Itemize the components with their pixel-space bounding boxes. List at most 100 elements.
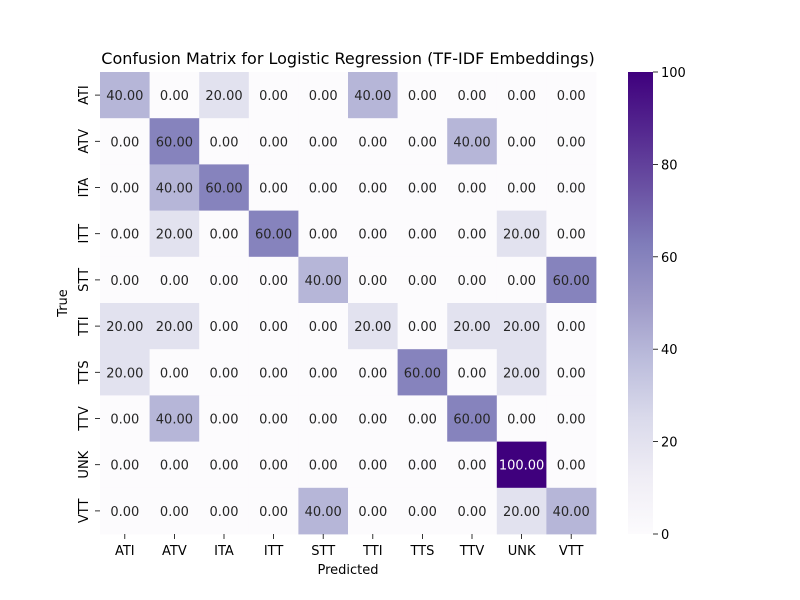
cell-value-label: 0.00 bbox=[259, 366, 288, 381]
heatmap-cell bbox=[149, 441, 200, 489]
colorbar-tick-label: 80 bbox=[661, 158, 678, 173]
heatmap-cell bbox=[199, 118, 250, 165]
x-tick-label: ITA bbox=[214, 544, 234, 559]
heatmap-cell bbox=[348, 349, 398, 396]
heatmap-cell bbox=[100, 441, 150, 489]
heatmap-cell bbox=[100, 164, 150, 211]
cell-value-label: 0.00 bbox=[557, 320, 586, 335]
cell-value-label: 0.00 bbox=[507, 413, 536, 428]
y-tick-label: ITT bbox=[77, 224, 92, 244]
cell-value-label: 0.00 bbox=[210, 366, 239, 381]
heatmap-cell bbox=[348, 210, 398, 258]
cell-value-label: 40.00 bbox=[305, 505, 342, 520]
heatmap-cell bbox=[496, 256, 547, 304]
cell-value-label: 0.00 bbox=[507, 89, 536, 104]
colorbar-tick-label: 20 bbox=[661, 436, 678, 451]
cell-value-label: 20.00 bbox=[453, 320, 490, 335]
cell-value-label: 60.00 bbox=[453, 413, 490, 428]
heatmap-cell bbox=[149, 118, 200, 165]
heatmap-cell bbox=[248, 210, 299, 258]
heatmap-cell bbox=[149, 72, 200, 119]
cell-value-label: 0.00 bbox=[210, 459, 239, 474]
cell-value-label: 0.00 bbox=[358, 366, 387, 381]
heatmap-cell bbox=[397, 210, 448, 258]
cell-value-label: 0.00 bbox=[458, 89, 487, 104]
cell-value-label: 20.00 bbox=[503, 366, 540, 381]
cell-value-label: 0.00 bbox=[259, 320, 288, 335]
cell-value-label: 0.00 bbox=[259, 89, 288, 104]
heatmap-cell bbox=[248, 164, 299, 211]
heatmap-cell bbox=[348, 441, 398, 489]
heatmap-cell bbox=[348, 487, 398, 535]
cell-value-label: 0.00 bbox=[259, 505, 288, 520]
heatmap-cell bbox=[149, 303, 200, 350]
cell-value-label: 0.00 bbox=[160, 459, 189, 474]
heatmap-cell bbox=[546, 487, 597, 535]
heatmap-cell bbox=[298, 72, 349, 119]
cell-value-label: 0.00 bbox=[160, 366, 189, 381]
cell-value-label: 0.00 bbox=[458, 366, 487, 381]
cell-value-label: 0.00 bbox=[110, 182, 139, 197]
x-tick-label: TTI bbox=[362, 544, 383, 559]
cell-value-label: 0.00 bbox=[557, 182, 586, 197]
cell-value-label: 20.00 bbox=[156, 320, 193, 335]
y-tick-label: STT bbox=[77, 268, 92, 292]
heatmap-cell bbox=[100, 303, 150, 350]
cell-value-label: 20.00 bbox=[106, 320, 143, 335]
heatmap-cell bbox=[546, 164, 597, 211]
heatmap-cell bbox=[298, 210, 349, 258]
cell-value-label: 40.00 bbox=[553, 505, 590, 520]
cell-value-label: 0.00 bbox=[309, 366, 338, 381]
cell-value-label: 0.00 bbox=[210, 274, 239, 289]
heatmap-cell bbox=[149, 210, 200, 258]
heatmap-cell bbox=[248, 487, 299, 535]
chart-title: Confusion Matrix for Logistic Regression… bbox=[101, 49, 594, 68]
heatmap-cell bbox=[496, 441, 547, 489]
cell-value-label: 0.00 bbox=[557, 413, 586, 428]
cell-value-label: 0.00 bbox=[458, 505, 487, 520]
cell-value-label: 0.00 bbox=[110, 274, 139, 289]
cell-value-label: 0.00 bbox=[507, 182, 536, 197]
y-axis-label: True bbox=[56, 289, 71, 318]
cell-value-label: 20.00 bbox=[106, 366, 143, 381]
cell-value-label: 0.00 bbox=[408, 459, 437, 474]
cell-value-label: 0.00 bbox=[259, 459, 288, 474]
cell-value-label: 0.00 bbox=[408, 505, 437, 520]
cell-value-label: 0.00 bbox=[408, 274, 437, 289]
cell-value-label: 0.00 bbox=[358, 182, 387, 197]
colorbar-tick-label: 0 bbox=[661, 528, 669, 543]
heatmap-cell bbox=[248, 441, 299, 489]
x-axis-label: Predicted bbox=[317, 563, 378, 578]
x-tick-label: TTV bbox=[459, 544, 485, 559]
heatmap-cell bbox=[546, 395, 597, 442]
cell-value-label: 60.00 bbox=[205, 182, 242, 197]
heatmap-cell bbox=[248, 395, 299, 442]
heatmap-cell bbox=[496, 72, 547, 119]
cell-value-label: 0.00 bbox=[507, 135, 536, 150]
heatmap-cell bbox=[397, 118, 448, 165]
heatmap-cell bbox=[199, 441, 250, 489]
heatmap-cell bbox=[447, 303, 498, 350]
heatmap-cell bbox=[298, 256, 349, 304]
heatmap-cell bbox=[447, 349, 498, 396]
colorbar-tick-label: 40 bbox=[661, 343, 678, 358]
heatmap-cell bbox=[100, 256, 150, 304]
cell-value-label: 40.00 bbox=[156, 182, 193, 197]
cell-value-label: 0.00 bbox=[557, 228, 586, 243]
heatmap-cell bbox=[100, 118, 150, 165]
heatmap-cell bbox=[248, 118, 299, 165]
heatmap-cell bbox=[199, 395, 250, 442]
heatmap-cell bbox=[496, 118, 547, 165]
heatmap-cell bbox=[496, 303, 547, 350]
y-tick-label: UNK bbox=[77, 450, 92, 478]
cell-value-label: 0.00 bbox=[507, 274, 536, 289]
cell-value-label: 0.00 bbox=[458, 274, 487, 289]
cell-value-label: 0.00 bbox=[110, 459, 139, 474]
heatmap-cell bbox=[199, 303, 250, 350]
cell-value-label: 0.00 bbox=[309, 413, 338, 428]
cell-value-label: 0.00 bbox=[557, 135, 586, 150]
cell-value-label: 0.00 bbox=[210, 505, 239, 520]
cell-value-label: 0.00 bbox=[309, 182, 338, 197]
cell-value-label: 0.00 bbox=[408, 413, 437, 428]
